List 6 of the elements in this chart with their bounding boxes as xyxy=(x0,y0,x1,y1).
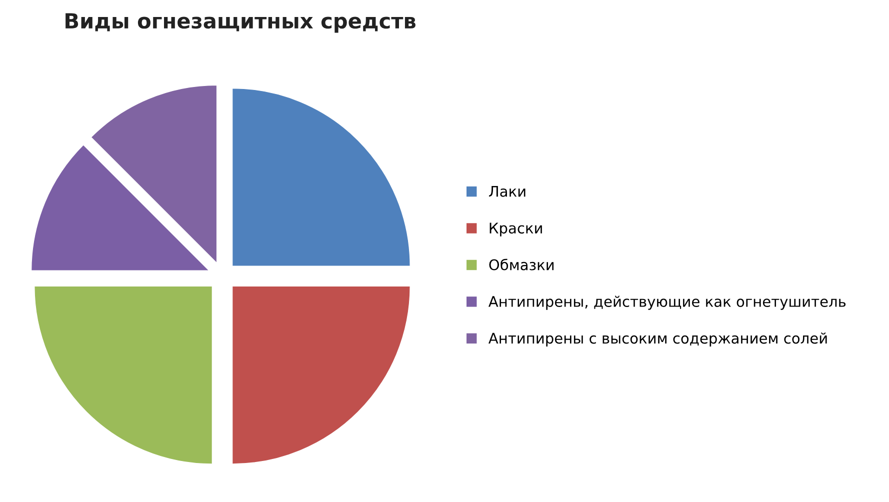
legend-label: Краски xyxy=(490,222,542,236)
chart-title: Виды огнезащитных средств xyxy=(66,13,416,33)
legend-label: Антипирены с высоким содержанием солей xyxy=(488,332,827,347)
legend-label: Антипирены, действующие как огнетушитель xyxy=(488,296,846,310)
legend-label: Обмазки xyxy=(489,258,554,270)
legend-label: Лаки xyxy=(488,186,526,197)
